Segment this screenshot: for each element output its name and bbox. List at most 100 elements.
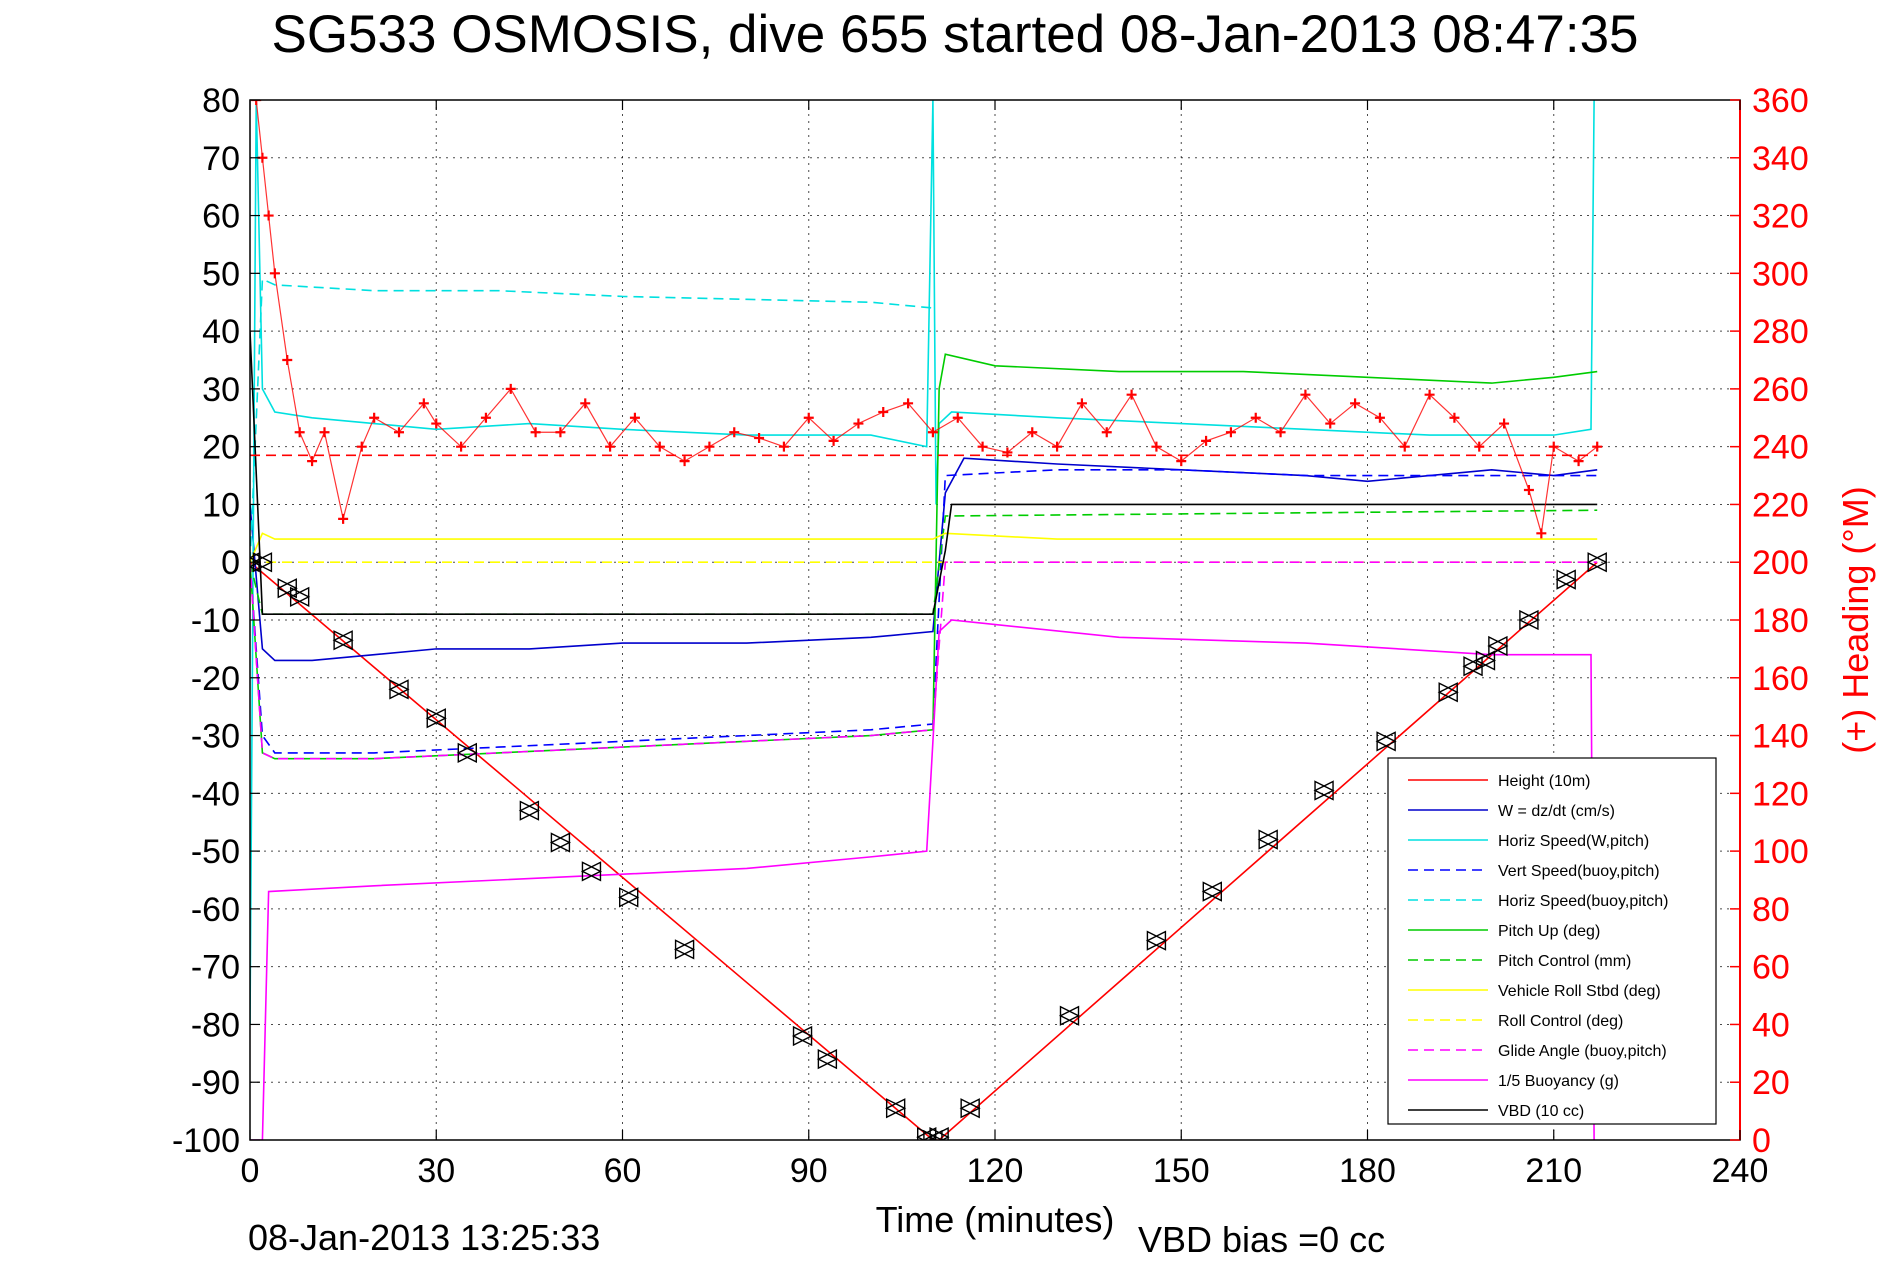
y2-tick-label: 340 [1752, 140, 1809, 178]
depth-marker [917, 1126, 938, 1140]
depth-markers-layer [250, 552, 1608, 1140]
x-tick-label: 180 [1339, 1152, 1396, 1190]
x-tick-label: 210 [1525, 1152, 1582, 1190]
y-tick-label: -60 [191, 891, 240, 929]
depth-marker [251, 552, 273, 573]
depth-marker [1059, 1005, 1081, 1026]
y-tick-label: -80 [191, 1006, 240, 1044]
depth-marker [928, 1126, 949, 1140]
depth-marker [1146, 930, 1167, 951]
depth-marker [817, 1048, 838, 1070]
y2-tick-label: 20 [1752, 1064, 1790, 1102]
heading-point [1592, 441, 1603, 452]
y2-tick-label: 140 [1752, 718, 1809, 756]
y-tick-label: -30 [191, 718, 240, 756]
depth-marker [425, 708, 446, 729]
x-axis-label: Time (minutes) [876, 1199, 1115, 1240]
depth-marker [1058, 1005, 1080, 1026]
x-tick-label: 90 [790, 1152, 828, 1190]
depth-marker [816, 1048, 838, 1070]
legend-entry: Horiz Speed(W,pitch) [1498, 833, 1649, 850]
depth-marker [618, 887, 639, 908]
series-3-line [250, 468, 1598, 754]
series-10-line [250, 619, 1595, 1140]
depth-marker [1556, 569, 1577, 590]
depth-marker [674, 939, 695, 960]
y2-tick-label: 360 [1752, 82, 1809, 120]
y2-tick-label: 240 [1752, 429, 1809, 467]
depth-marker [1201, 881, 1222, 902]
depth-marker [388, 679, 409, 700]
x-tick-label: 0 [241, 1152, 260, 1190]
x-tick-label: 150 [1153, 1152, 1210, 1190]
series-11-line [250, 331, 1598, 616]
y2-tick-label: 280 [1752, 313, 1809, 351]
depth-marker [550, 832, 571, 853]
y-tick-label: 50 [202, 255, 240, 293]
x-tick-label: 120 [967, 1152, 1024, 1190]
y-tick-label: 40 [202, 313, 240, 351]
series-4-line [250, 277, 933, 563]
depth-marker [1313, 780, 1334, 801]
y-tick-label: -20 [191, 660, 240, 698]
depth-marker [332, 630, 353, 651]
y2-tick-label: 180 [1752, 602, 1809, 640]
depth-marker [1257, 829, 1278, 850]
depth-marker [518, 800, 540, 821]
depth-marker [929, 1126, 950, 1140]
depth-marker [1555, 569, 1576, 590]
depth-marker [1586, 552, 1607, 573]
x-tick-label: 30 [417, 1152, 455, 1190]
legend-entry: Pitch Up (deg) [1498, 923, 1600, 940]
depth-marker [289, 586, 310, 608]
footer-vbd-bias: VBD bias =0 cc [1138, 1219, 1385, 1260]
y2-tick-label: 120 [1752, 775, 1809, 813]
series-1-line [250, 457, 1598, 662]
left-axis-ticks: 80 70 60 50 40 30 20 10 0 -10 -20 -30 -40 -50 -60 -70 -8… [172, 82, 260, 1160]
right-axis-ticks: 3603403203002802602402202001801601401201… [1730, 82, 1809, 1160]
legend-box [1387, 757, 1717, 1125]
y-tick-label: -10 [191, 602, 240, 640]
depth-marker [885, 1098, 906, 1119]
depth-marker [1518, 609, 1539, 631]
depth-marker [916, 1126, 937, 1140]
depth-marker [1145, 930, 1167, 951]
y-tick-label: -40 [191, 775, 240, 813]
legend-entry: Vehicle Roll Stbd (deg) [1498, 983, 1661, 1000]
y2-tick-label: 100 [1752, 833, 1809, 871]
depth-marker [276, 578, 297, 599]
chart-title: SG533 OSMOSIS, dive 655 started 08-Jan-2… [271, 5, 1638, 64]
y-tick-label: 60 [202, 198, 240, 236]
x-tick-label: 240 [1712, 1152, 1769, 1190]
heading-markers [251, 100, 1603, 539]
depth-marker [1375, 731, 1396, 752]
series-9-line [250, 561, 1598, 760]
series-2-line [250, 100, 1595, 1025]
y2-tick-label: 60 [1752, 949, 1790, 987]
y-tick-label: 20 [202, 429, 240, 467]
depth-marker [456, 742, 477, 764]
y2-axis-label: (+) Heading (°M) [1835, 486, 1876, 753]
depth-marker [580, 861, 602, 882]
legend-entry: Height (10m) [1498, 773, 1590, 790]
legend-entry: Horiz Speed(buoy,pitch) [1498, 893, 1668, 910]
legend: Height (10m) W = dz/dt (cm/s) Horiz Speed(… [1387, 757, 1717, 1125]
y2-tick-label: 320 [1752, 198, 1809, 236]
y2-tick-label: 160 [1752, 660, 1809, 698]
series-7-line [250, 532, 1598, 563]
grid [250, 100, 1740, 1140]
y2-tick-label: 260 [1752, 371, 1809, 409]
y-tick-label: 70 [202, 140, 240, 178]
y2-tick-label: 40 [1752, 1006, 1790, 1044]
depth-marker [581, 861, 603, 882]
depth-marker [1487, 635, 1508, 657]
footer-timestamp: 08-Jan-2013 13:25:33 [248, 1217, 600, 1258]
legend-entry: W = dz/dt (cm/s) [1498, 803, 1615, 820]
series-5-line [250, 353, 1598, 760]
x-axis-ticks: 0 30 60 90 120 150 180 210 240 [241, 100, 1769, 1190]
y-tick-label: 80 [202, 82, 240, 120]
y-tick-label: -100 [172, 1122, 240, 1160]
x-tick-label: 60 [604, 1152, 642, 1190]
y-tick-label: 30 [202, 371, 240, 409]
